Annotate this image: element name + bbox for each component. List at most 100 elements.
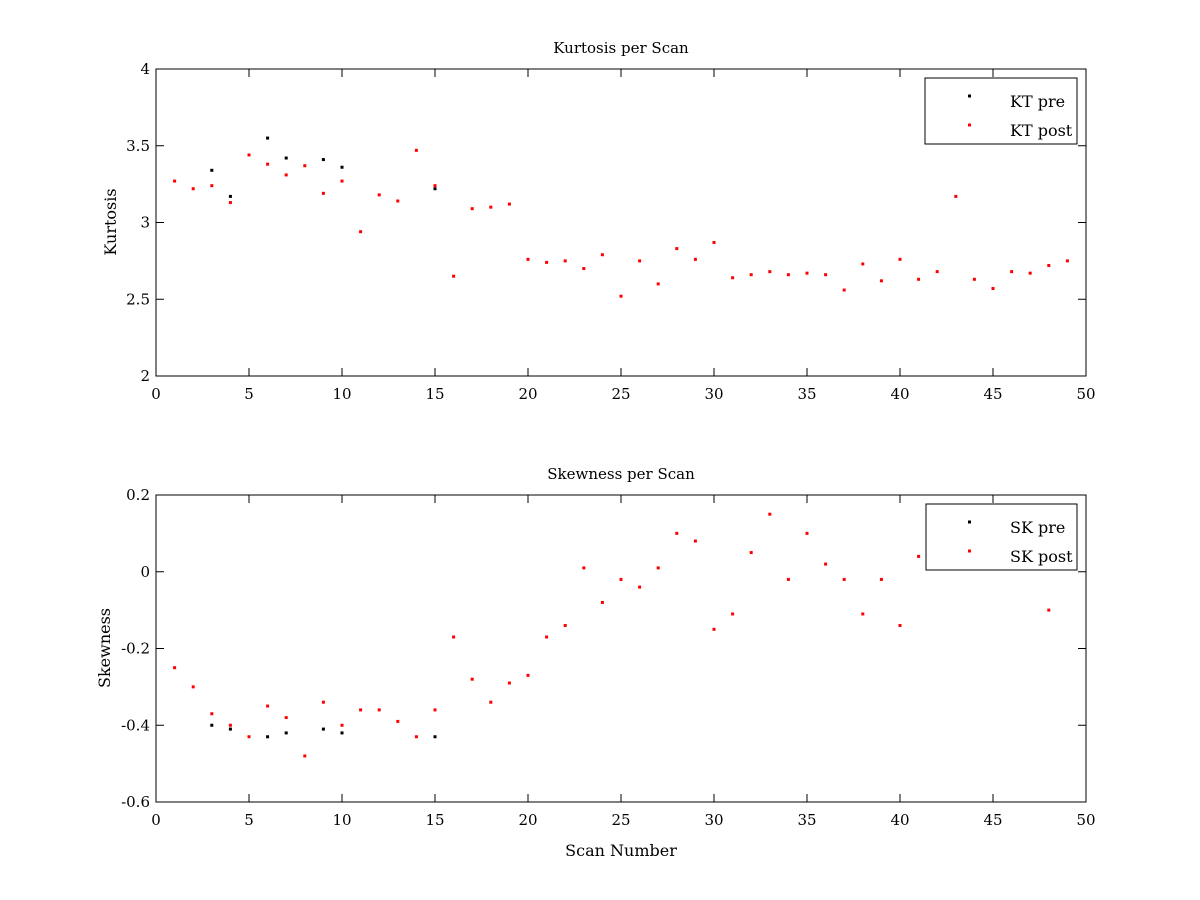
skewness-post-point-3 [228,723,232,727]
kurtosis-x-tick-label-6: 30 [704,385,723,403]
kurtosis-pre-point-2 [266,136,270,140]
skewness-legend-label-pre: SK pre [1010,518,1065,537]
kurtosis-post-point-23 [600,253,604,257]
skewness-post-point-16 [470,677,474,681]
skewness-chart-title: Skewness per Scan [547,465,695,483]
kurtosis-panel: Kurtosis per Scan Kurtosis 0 5 10 15 20 25 30 3… [101,39,1096,403]
kurtosis-legend-label-pre: KT pre [1010,92,1065,111]
skewness-x-axis-label: Scan Number [565,841,677,860]
skewness-post-point-6 [284,716,288,720]
kurtosis-post-point-21 [563,259,567,263]
kurtosis-post-point-31 [749,273,753,277]
kurtosis-x-tick-label-3: 15 [425,385,444,403]
skewness-post-point-37 [861,612,865,616]
kurtosis-chart-title: Kurtosis per Scan [553,39,689,57]
kurtosis-post-point-9 [340,179,344,183]
skewness-pre-point-2 [266,735,270,739]
skewness-legend-marker-post [968,549,971,553]
kurtosis-y-tick-label-4: 4 [140,60,150,78]
kurtosis-post-point-25 [638,259,642,263]
kurtosis-post-point-4 [247,153,251,157]
skewness-post-point-23 [600,600,604,604]
kurtosis-post-point-11 [377,193,381,197]
skewness-x-tick-label-5: 25 [611,811,630,829]
kurtosis-post-point-43 [972,277,976,281]
kurtosis-post-point-33 [786,273,790,277]
skewness-post-point-10 [359,708,363,712]
kurtosis-legend-marker-pre [968,94,971,98]
kurtosis-post-point-48 [1065,259,1069,263]
kurtosis-legend: KT pre KT post [924,77,1078,145]
kurtosis-post-point-19 [526,257,530,261]
kurtosis-post-point-34 [805,271,809,275]
skewness-post-point-29 [712,627,716,631]
kurtosis-post-point-29 [712,240,716,244]
kurtosis-x-tick-label-9: 45 [983,385,1002,403]
kurtosis-post-point-12 [396,199,400,203]
kurtosis-y-tick-label-3: 3.5 [126,137,150,155]
kurtosis-y-axis-label: Kurtosis [101,188,120,255]
kurtosis-y-tick-label-0: 2 [140,367,150,385]
kurtosis-post-point-42 [954,194,958,198]
skewness-pre-point-5 [340,731,344,735]
kurtosis-post-point-26 [656,282,660,286]
skewness-pre-point-0 [210,723,214,727]
kurtosis-x-tick-label-7: 35 [797,385,816,403]
kurtosis-post-point-6 [284,173,288,177]
skewness-post-point-27 [675,531,679,535]
kurtosis-pre-point-6 [433,187,437,191]
skewness-post-point-42 [1047,608,1051,612]
skewness-post-point-32 [768,512,772,516]
kurtosis-x-tick-label-4: 20 [518,385,537,403]
skewness-x-tick-label-10: 50 [1076,811,1095,829]
skewness-post-point-34 [805,531,809,535]
kurtosis-post-point-27 [675,247,679,251]
kurtosis-post-point-44 [991,287,995,291]
skewness-post-point-5 [266,704,270,708]
kurtosis-x-tick-label-8: 40 [890,385,909,403]
kurtosis-post-point-38 [879,279,883,283]
kurtosis-post-point-36 [842,288,846,292]
kurtosis-post-point-45 [1010,270,1014,274]
kurtosis-post-point-40 [917,277,921,281]
skewness-post-point-15 [452,635,456,639]
skewness-x-tick-label-8: 40 [890,811,909,829]
skewness-post-point-20 [545,635,549,639]
skewness-y-tick-label-3: 0 [140,563,150,581]
skewness-post-point-12 [396,719,400,723]
kurtosis-marks [173,136,1069,298]
kurtosis-post-point-35 [824,273,828,277]
kurtosis-x-tick-label-10: 50 [1076,385,1095,403]
kurtosis-post-point-2 [210,184,214,188]
kurtosis-post-point-13 [414,148,418,152]
kurtosis-pre-point-4 [321,158,325,162]
kurtosis-post-point-14 [433,184,437,188]
kurtosis-post-point-30 [731,276,735,280]
kurtosis-post-point-32 [768,270,772,274]
kurtosis-legend-box [924,77,1078,145]
kurtosis-post-point-20 [545,260,549,264]
skewness-post-point-14 [433,708,437,712]
skewness-legend-label-post: SK post [1010,547,1073,566]
kurtosis-post-point-37 [861,262,865,266]
skewness-post-point-30 [731,612,735,616]
kurtosis-post-point-41 [935,270,939,274]
kurtosis-x-tick-label-5: 25 [611,385,630,403]
kurtosis-post-point-24 [619,294,623,298]
skewness-x-tick-label-6: 30 [704,811,723,829]
kurtosis-pre-point-5 [340,165,344,169]
skewness-x-tick-label-9: 45 [983,811,1002,829]
skewness-post-point-24 [619,577,623,581]
kurtosis-post-point-39 [898,257,902,261]
skewness-panel: Skewness per Scan Skewness Scan Number 0… [95,465,1096,860]
skewness-post-point-1 [191,685,195,689]
skewness-legend: SK pre SK post [925,503,1078,571]
skewness-post-point-25 [638,585,642,589]
kurtosis-post-point-47 [1047,263,1051,267]
skewness-y-axis-label: Skewness [95,608,114,688]
skewness-pre-point-1 [228,727,232,731]
kurtosis-y-tick-label-2: 3 [140,214,150,232]
kurtosis-post-point-22 [582,267,586,271]
skewness-post-point-31 [749,551,753,555]
kurtosis-legend-marker-post [968,123,971,127]
